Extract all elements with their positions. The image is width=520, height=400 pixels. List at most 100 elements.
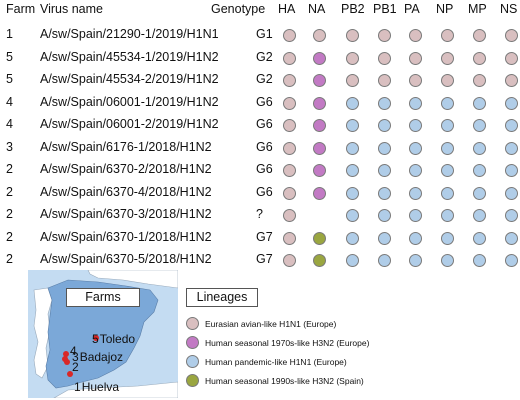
city-label-toledo: 5Toledo — [92, 332, 135, 346]
segment-lineage-dot — [473, 254, 486, 267]
segment-lineage-dot — [409, 186, 422, 200]
segment-lineage-dot — [283, 231, 296, 245]
farm-number: 2 — [6, 229, 13, 244]
genotype: G6 — [256, 139, 273, 154]
city-label-badajoz: 3Badajoz — [72, 350, 123, 364]
segment-lineage-dot — [283, 209, 296, 222]
segment-lineage-dot — [473, 141, 486, 155]
virus-name: A/sw/Spain/6370-4/2018/H1N2 — [40, 184, 212, 199]
segment-lineage-dot — [313, 29, 326, 42]
segment-lineage-dot — [441, 231, 454, 245]
segment-lineage-dot — [441, 51, 454, 65]
segment-lineage-dot — [505, 51, 518, 65]
map-land-north — [87, 270, 178, 289]
header-segment: HA — [278, 2, 296, 16]
virus-name: A/sw/Spain/6370-2/2018/H1N2 — [40, 162, 212, 176]
segment-lineage-dot — [505, 96, 518, 110]
table-row: 4 A/sw/Spain/06001-2/2019/H1N2 G6 — [0, 114, 520, 134]
segment-lineage-dot — [346, 231, 359, 245]
segment-lineage-dot — [505, 186, 518, 200]
legend-item: Eurasian avian-like H1N1 (Europe) — [186, 315, 337, 331]
header-segment: PB1 — [373, 2, 397, 16]
segment-lineage-dot — [378, 231, 391, 245]
segment-lineage-dot — [346, 51, 359, 65]
segment-lineage-dot — [283, 96, 296, 110]
farm-marker-1 — [67, 371, 73, 377]
virus-name: A/sw/Spain/6370-5/2018/H1N2 — [40, 252, 212, 266]
segment-lineage-dot — [473, 74, 486, 87]
segment-lineage-dot — [378, 186, 391, 200]
segment-lineage-dot — [313, 119, 326, 132]
city-name: Huelva — [81, 380, 120, 394]
header-virus-name: Virus name — [40, 2, 103, 16]
segment-lineage-dot — [378, 96, 391, 110]
segment-lineage-dot — [473, 164, 486, 177]
legend-label: Human seasonal 1990s-like H3N2 (Spain) — [205, 375, 364, 386]
city-number: 4 — [70, 344, 77, 358]
segment-lineage-dot — [283, 254, 296, 267]
genotype: G6 — [256, 162, 273, 176]
segment-lineage-dot — [409, 141, 422, 155]
table-row: 2 A/sw/Spain/6370-4/2018/H1N2 G6 — [0, 182, 520, 202]
farm-marker-2 — [64, 359, 70, 365]
city-number: 1 — [74, 380, 81, 394]
segment-lineage-dot — [505, 209, 518, 222]
city-name: Badajoz — [79, 350, 124, 364]
city-number: 5 — [92, 332, 99, 346]
segment-lineage-dot — [378, 164, 391, 177]
segment-lineage-dot — [346, 74, 359, 87]
segment-lineage-dot — [378, 209, 391, 222]
segment-lineage-dot — [505, 119, 518, 132]
farm-number: 4 — [6, 94, 13, 109]
legend-label: Eurasian avian-like H1N1 (Europe) — [205, 318, 337, 329]
header-segment: MP — [468, 2, 487, 16]
header-genotype: Genotype — [211, 2, 266, 16]
segment-lineage-dot — [441, 141, 454, 155]
segment-lineage-dot — [441, 164, 454, 177]
segment-lineage-dot — [313, 186, 326, 200]
segment-lineage-dot — [409, 209, 422, 222]
segment-lineage-dot — [378, 74, 391, 87]
legend-label: Human pandemic-like H1N1 (Europe) — [205, 356, 347, 367]
segment-lineage-dot — [378, 51, 391, 65]
segment-lineage-dot — [313, 164, 326, 177]
table-row: 2 A/sw/Spain/6370-3/2018/H1N2? — [0, 204, 520, 224]
segment-lineage-dot — [346, 209, 359, 222]
segment-lineage-dot — [505, 231, 518, 245]
city-number: 3 — [72, 350, 79, 364]
segment-lineage-dot — [505, 29, 518, 42]
table-row: 3 A/sw/Spain/6176-1/2018/H1N2 G6 — [0, 137, 520, 157]
farm-number: 2 — [6, 252, 13, 266]
segment-lineage-dot — [283, 74, 296, 87]
segment-lineage-dot — [409, 254, 422, 267]
genotype: G2 — [256, 49, 273, 64]
map-spain — [45, 279, 159, 389]
segment-lineage-dot — [378, 141, 391, 155]
city-number: 2 — [72, 360, 79, 374]
segment-lineage-dot — [473, 96, 486, 110]
virus-name: A/sw/Spain/06001-2/2019/H1N2 — [40, 117, 219, 131]
lineages-title: Lineages — [186, 288, 258, 307]
city-label-huelva: 1Huelva — [74, 380, 119, 394]
segment-lineage-dot — [441, 96, 454, 110]
segment-lineage-dot — [283, 164, 296, 177]
segment-lineage-dot — [283, 119, 296, 132]
segment-lineage-dot — [441, 209, 454, 222]
header-segment: NS — [500, 2, 518, 16]
genotype: G7 — [256, 229, 273, 244]
segment-lineage-dot — [313, 141, 326, 155]
virus-name: A/sw/Spain/06001-1/2019/H1N2 — [40, 94, 219, 109]
city-label-2: 2 — [72, 360, 80, 374]
virus-name: A/sw/Spain/6370-1/2018/H1N2 — [40, 229, 212, 244]
segment-lineage-dot — [409, 29, 422, 42]
header-segment: PB2 — [341, 2, 365, 16]
farm-marker-4 — [63, 351, 69, 357]
table-row: 2 A/sw/Spain/6370-5/2018/H1N2 G7 — [0, 249, 520, 269]
farms-title: Farms — [66, 288, 140, 307]
virus-name: A/sw/Spain/6370-3/2018/H1N2 — [40, 207, 212, 221]
genotype: G6 — [256, 184, 273, 199]
table-row: 1 A/sw/Spain/21290-1/2019/H1N1 G1 — [0, 24, 520, 44]
genotype: ? — [256, 207, 263, 221]
segment-lineage-dot — [409, 51, 422, 65]
segment-lineage-dot — [473, 209, 486, 222]
